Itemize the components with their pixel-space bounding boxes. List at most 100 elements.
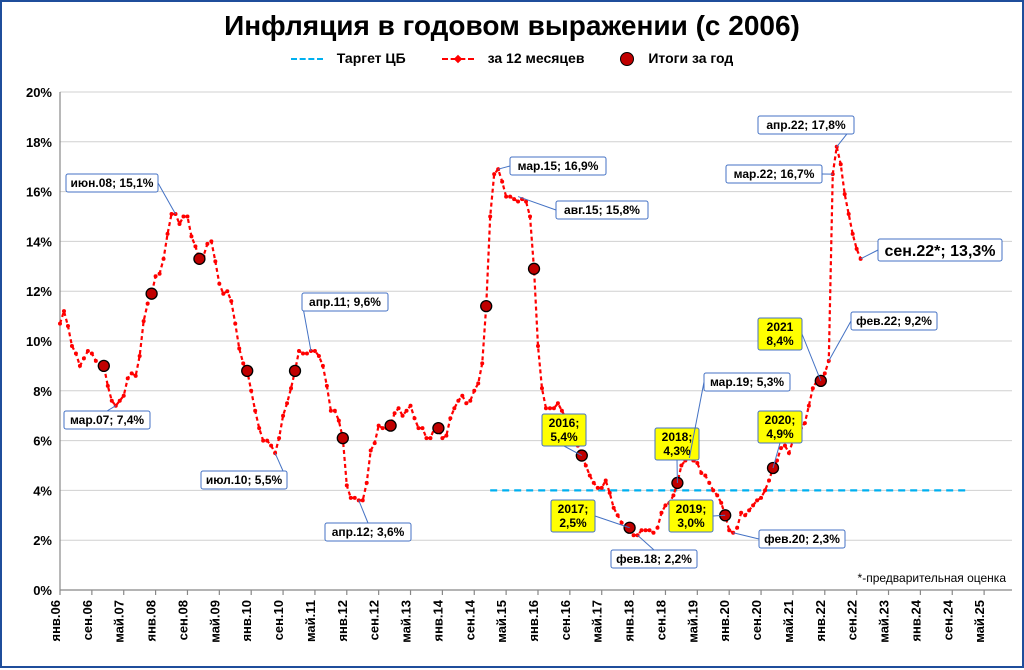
yearly-marker: [433, 423, 444, 434]
monthly-series-marker: [361, 498, 365, 502]
monthly-series-marker: [743, 513, 747, 517]
y-tick-label: 10%: [26, 334, 52, 349]
monthly-series-marker: [592, 481, 596, 485]
monthly-series-marker: [301, 351, 305, 355]
callout-text: 4,9%: [766, 427, 794, 441]
monthly-series-marker: [66, 324, 70, 328]
monthly-series-marker: [126, 376, 130, 380]
monthly-series-marker: [711, 488, 715, 492]
monthly-series-marker: [74, 351, 78, 355]
monthly-series-marker: [261, 439, 265, 443]
monthly-series-marker: [365, 481, 369, 485]
monthly-series-marker: [277, 436, 281, 440]
monthly-series-marker: [488, 215, 492, 219]
footnote: *-предварительная оценка: [858, 571, 1007, 585]
monthly-series-marker: [193, 244, 197, 248]
x-tick-label: янв.12: [335, 600, 350, 642]
x-tick-label: сен.24: [940, 599, 955, 640]
monthly-series-marker: [783, 444, 787, 448]
chart-frame: Инфляция в годовом выражении (с 2006) Та…: [0, 0, 1024, 668]
monthly-series-marker: [185, 215, 189, 219]
monthly-series-marker: [381, 426, 385, 430]
monthly-series-marker: [420, 426, 424, 430]
callout-text: сен.22*; 13,3%: [884, 243, 995, 260]
callout-leader: [638, 535, 654, 550]
callout-text: фев.18; 2,2%: [616, 552, 692, 566]
monthly-series-marker: [779, 446, 783, 450]
x-tick-label: май.19: [685, 600, 700, 643]
callout-text: 2021: [767, 320, 794, 334]
monthly-series-marker: [345, 483, 349, 487]
monthly-series-marker: [759, 496, 763, 500]
callout-text: апр.12; 3,6%: [332, 525, 405, 539]
callout-leader: [498, 166, 510, 169]
monthly-series-marker: [703, 473, 707, 477]
callout-text: 4,3%: [663, 444, 691, 458]
monthly-series-marker: [281, 414, 285, 418]
monthly-series-marker: [440, 436, 444, 440]
monthly-series-marker: [217, 282, 221, 286]
monthly-series-marker: [78, 364, 82, 368]
callout-text: 2017;: [558, 502, 589, 516]
x-tick-label: май.13: [399, 600, 414, 643]
monthly-series-marker: [600, 486, 604, 490]
x-tick-label: сен.14: [462, 599, 477, 640]
monthly-series-marker: [269, 444, 273, 448]
callout-text: мар.19; 5,3%: [710, 375, 784, 389]
monthly-series-marker: [847, 212, 851, 216]
monthly-series-marker: [329, 409, 333, 413]
monthly-series-marker: [747, 508, 751, 512]
monthly-series-marker: [843, 192, 847, 196]
monthly-series-marker: [158, 272, 162, 276]
monthly-series-marker: [707, 481, 711, 485]
callout-text: авг.15; 15,8%: [564, 203, 640, 217]
monthly-series-marker: [94, 359, 98, 363]
monthly-series-marker: [855, 247, 859, 251]
callout-text: апр.22; 17,8%: [766, 118, 846, 132]
monthly-series-marker: [189, 234, 193, 238]
x-tick-label: май.17: [590, 600, 605, 643]
monthly-series-marker: [500, 180, 504, 184]
monthly-series-marker: [751, 503, 755, 507]
monthly-series-marker: [213, 259, 217, 263]
monthly-series-marker: [154, 274, 158, 278]
monthly-series-marker: [516, 200, 520, 204]
x-tick-label: сен.12: [367, 600, 382, 640]
x-tick-label: май.23: [877, 600, 892, 643]
yearly-marker: [194, 253, 205, 264]
monthly-series-marker: [536, 344, 540, 348]
monthly-series-marker: [823, 371, 827, 375]
monthly-series-marker: [142, 319, 146, 323]
x-tick-label: сен.18: [653, 600, 668, 640]
monthly-series-marker: [118, 399, 122, 403]
monthly-series-marker: [86, 349, 90, 353]
monthly-series-marker: [787, 451, 791, 455]
monthly-series-marker: [90, 351, 94, 355]
monthly-series-marker: [297, 349, 301, 353]
callout-text: 2,5%: [559, 516, 587, 530]
monthly-series-marker: [528, 215, 532, 219]
monthly-series-marker: [699, 471, 703, 475]
monthly-series-marker: [285, 401, 289, 405]
callout-leader: [861, 250, 878, 259]
monthly-series-marker: [110, 399, 114, 403]
callout-leader: [359, 500, 368, 523]
monthly-series-marker: [289, 386, 293, 390]
monthly-series-marker: [221, 292, 225, 296]
monthly-series-marker: [333, 409, 337, 413]
monthly-series-marker: [460, 394, 464, 398]
callout-text: апр.11; 9,6%: [309, 295, 381, 309]
monthly-series-marker: [695, 461, 699, 465]
y-tick-label: 12%: [26, 284, 52, 299]
monthly-series-marker: [134, 374, 138, 378]
yearly-marker: [481, 301, 492, 312]
monthly-series-marker: [349, 496, 353, 500]
callout-text: 2019;: [676, 502, 707, 516]
monthly-series-marker: [353, 496, 357, 500]
yearly-marker: [529, 263, 540, 274]
monthly-series-marker: [373, 441, 377, 445]
monthly-series-marker: [229, 299, 233, 303]
monthly-series-marker: [608, 491, 612, 495]
monthly-series-marker: [413, 416, 417, 420]
x-tick-label: янв.16: [526, 600, 541, 642]
